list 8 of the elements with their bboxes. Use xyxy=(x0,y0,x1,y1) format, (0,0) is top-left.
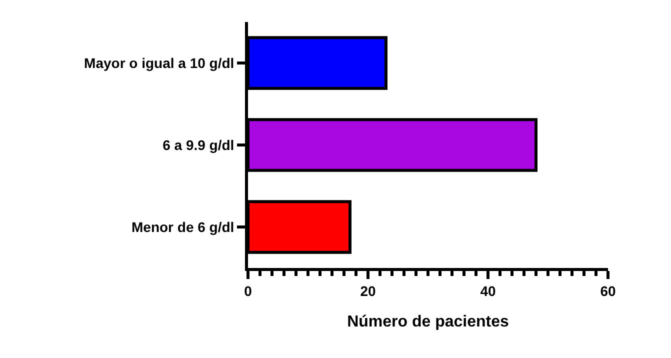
y-tick-label: Mayor o igual a 10 g/dl xyxy=(84,54,234,71)
y-tick-label: Menor de 6 g/dl xyxy=(132,218,234,235)
x-tick-label: 40 xyxy=(480,282,496,299)
x-tick-label: 0 xyxy=(244,282,252,299)
x-tick-label: 60 xyxy=(600,282,616,299)
x-axis-title: Número de pacientes xyxy=(347,314,510,330)
x-tick-label: 20 xyxy=(360,282,376,299)
y-tick-label: 6 a 9.9 g/dl xyxy=(162,136,234,153)
